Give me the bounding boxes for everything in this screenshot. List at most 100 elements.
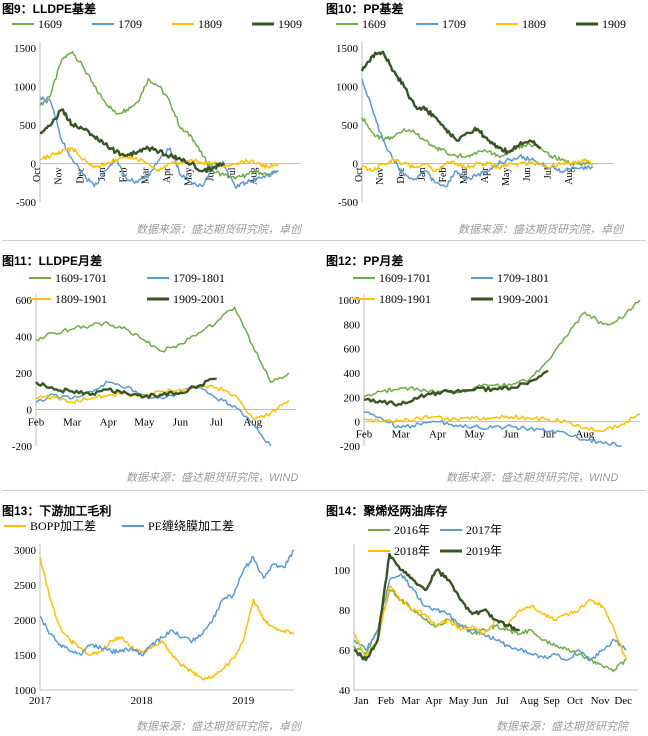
x-tick-label: Aug [575, 429, 594, 441]
y-tick-label: 200 [344, 392, 361, 404]
panel-lldpe-basis: 图9：LLDPE基差 -500 0 500 1000 1500 Oct Nov Dec Jan F… [0, 0, 324, 240]
y-tick-label: 0 [353, 159, 359, 171]
x-tick-label: May [501, 168, 512, 186]
x-tick-label: Jul [496, 695, 509, 707]
chart-title: 图10：PP基差 [326, 2, 404, 16]
series-line-1809-1901 [363, 413, 641, 433]
x-tick-label: Aug [249, 168, 260, 185]
series-line-BOPP加工差 [39, 556, 295, 681]
x-tick-label: Feb [438, 168, 449, 183]
series-line-1809-1901 [35, 384, 290, 420]
series-line-2018年 [353, 585, 627, 661]
y-tick-label: 800 [344, 319, 361, 331]
x-tick-label: Apr [162, 167, 173, 183]
x-tick-label: Nov [54, 168, 65, 185]
source-note: 数据来源：盛达期货研究院，WIND [446, 472, 619, 484]
x-tick-label: May [464, 429, 485, 441]
x-tick-label: Apr [480, 167, 491, 183]
legend-label: 2018年 [394, 544, 430, 558]
source-note: 数据来源：盛达期货研究院，卓创 [136, 224, 301, 236]
x-tick-label: Jan [354, 695, 369, 707]
y-tick-label: 2000 [14, 615, 37, 627]
legend-label: 1909-2001 [497, 292, 549, 306]
legend-label: 1809 [198, 17, 222, 31]
y-tick-label: 1000 [14, 685, 37, 697]
x-tick-label: May [184, 168, 195, 186]
x-tick-label: Aug [243, 417, 262, 429]
chart-title: 图12：PP月差 [326, 254, 404, 268]
x-tick-label: Nov [591, 695, 610, 707]
y-tick-label: 200 [16, 368, 33, 380]
series-line-1709 [361, 78, 594, 188]
x-tick-label: Jan [417, 168, 428, 181]
x-tick-label: Mar [401, 695, 420, 707]
y-tick-label: 600 [344, 344, 361, 356]
series-line-PE缠绕膜加工差 [39, 549, 295, 657]
legend-label: 1909 [602, 17, 626, 31]
legend-label: PE缠绕膜加工差 [148, 518, 234, 533]
y-tick-label: 0 [355, 417, 361, 429]
panel-inventory: 图14：聚烯烃两油库存 40 60 80 100 Jan Feb Mar Apr May Jun J… [324, 502, 648, 736]
x-tick-label: Aug [564, 168, 575, 185]
series-line-1609 [39, 51, 279, 180]
legend-label: 1609-1701 [379, 271, 431, 285]
y-tick-label: 1500 [336, 43, 359, 55]
legend-label: 1909 [278, 17, 302, 31]
series-line-1609 [361, 117, 594, 167]
chart-title: 图9：LLDPE基差 [2, 2, 97, 16]
series-line-1909 [360, 50, 542, 155]
inventory-chart: 40 60 80 100 Jan Feb Mar Apr May Jun Jul Aug Sep Oct N… [334, 523, 638, 707]
y-tick-label: 1500 [14, 43, 37, 55]
legend-label: 1909-2001 [173, 292, 225, 306]
y-tick-label: 0 [31, 159, 37, 171]
source-note: 数据来源：盛达期货研究院，卓创 [136, 721, 301, 733]
y-tick-label: -200 [340, 441, 361, 453]
x-tick-label: Feb [356, 429, 373, 441]
separator [2, 490, 646, 491]
legend-label: 1809-1901 [379, 292, 431, 306]
y-tick-label: 500 [342, 120, 359, 132]
series-line-1809 [361, 157, 594, 173]
series-line-1909-2001 [363, 369, 549, 407]
series-line-1709 [39, 96, 279, 189]
x-tick-label: Jun [504, 429, 520, 441]
legend-label: 1709 [442, 17, 466, 31]
legend-label: 1809-1901 [55, 292, 107, 306]
legend-label: 1709 [118, 17, 142, 31]
source-note: 数据来源：盛达期货研究院 [496, 721, 628, 733]
series-line-2016年 [353, 589, 627, 673]
y-tick-label: 600 [16, 295, 33, 307]
y-tick-label: 100 [334, 565, 351, 577]
y-tick-label: 1000 [336, 82, 359, 94]
x-tick-label: Oct [567, 695, 583, 707]
y-tick-label: 40 [339, 685, 351, 697]
x-tick-label: Jul [543, 167, 554, 179]
x-tick-label: Jun [522, 168, 533, 182]
x-tick-label: Oct [354, 167, 365, 182]
x-tick-label: Feb [28, 417, 45, 429]
legend-label: 1709-1801 [173, 271, 225, 285]
x-tick-label: Dec [396, 167, 407, 184]
legend-label: BOPP加工差 [30, 519, 96, 533]
x-tick-label: Mar [392, 429, 411, 441]
x-tick-label: 2019 [232, 695, 255, 707]
x-tick-label: Mar [63, 417, 82, 429]
x-tick-label: Jun [472, 695, 488, 707]
panel-downstream-margin: 图13：下游加工毛利 1000 1500 2000 2500 3000 2017 2018 2… [0, 502, 324, 736]
y-tick-label: 80 [339, 605, 351, 617]
panel-pp-spread: 图12：PP月差 -200 0 200 400 600 800 1000 Feb Mar Apr M… [324, 252, 648, 488]
x-tick-label: Jun [205, 168, 216, 182]
separator [2, 240, 646, 241]
x-tick-label: Nov [375, 168, 386, 185]
y-tick-label: 500 [20, 120, 37, 132]
lldpe-spread-chart: -200 0 200 400 600 Feb Mar Apr May Jun Jul Aug 1609-… [12, 271, 296, 453]
legend-label: 1709-1801 [497, 271, 549, 285]
panel-lldpe-spread: 图11：LLDPE月差 -200 0 200 400 600 Feb Mar Apr May Ju… [0, 252, 324, 488]
y-tick-label: -500 [338, 197, 359, 209]
y-tick-label: 3000 [14, 545, 37, 557]
y-tick-label: 1000 [338, 295, 361, 307]
y-tick-label: 60 [339, 645, 351, 657]
series-line-1609-1701 [363, 299, 641, 398]
